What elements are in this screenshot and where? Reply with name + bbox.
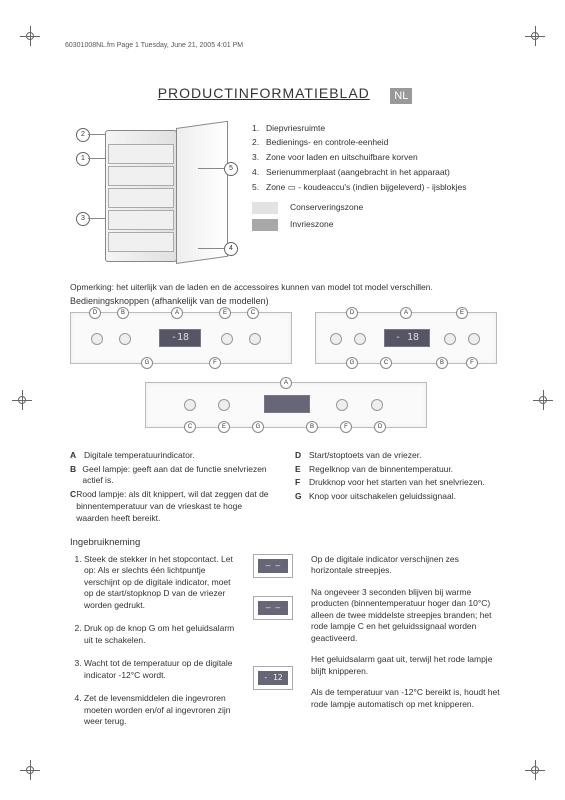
indicator-text-2: Na ongeveer 3 seconden blijven bij warme… [311,587,500,644]
usage-heading: Ingebruikneming [70,537,500,548]
legend-box-freeze [252,219,278,231]
panel-2: - 18 D A E G C B F [315,312,497,364]
parts-list: 1.Diepvriesruimte 2.Bedienings- en contr… [252,122,500,272]
legend-box-conserve [252,202,278,214]
indicator-text-1: Op de digitale indicator verschijnen zes… [311,554,500,577]
callout-2: 2 [76,128,90,142]
page-title: PRODUCTINFORMATIEBLAD [158,85,370,101]
header-meta: 60301008NL.fm Page 1 Tuesday, June 21, 2… [65,42,243,49]
panel-2-display: - 18 [384,329,430,347]
indicator-text-3: Het geluidsalarm gaat uit, terwijl het r… [311,654,500,677]
callout-3: 3 [76,212,90,226]
usage-section: Steek de stekker in het stopcontact. Let… [70,554,500,740]
indicator-box-3: - 12 [253,666,293,690]
title-row: PRODUCTINFORMATIEBLAD NL [70,85,500,104]
lang-badge: NL [390,88,412,104]
panel-3: A C E G B F D [145,382,427,428]
panel-1-display: -18 [159,329,201,347]
callout-4: 4 [224,242,238,256]
indicator-box-2: — — [253,596,293,620]
letter-legend: ADigitale temperatuurindicator. BGeel la… [70,450,500,527]
usage-step-4: Zet de levensmiddelen die ingevroren moe… [84,693,235,727]
panels-heading: Bedieningsknoppen (afhankelijk van de mo… [70,296,500,306]
callout-5: 5 [224,162,238,176]
note-text: Opmerking: het uiterlijk van de laden en… [70,282,500,292]
indicator-text-4: Als de temperatuur van -12°C bereikt is,… [311,687,500,710]
usage-step-3: Wacht tot de temperatuur op de digitale … [84,658,235,681]
panel-3-display [264,395,310,413]
callout-1: 1 [76,152,90,166]
panel-1: -18 D B A E C G F [70,312,292,364]
zone-legend: Conserveringszone Invrieszone [252,201,500,231]
usage-step-1: Steek de stekker in het stopcontact. Let… [84,554,235,611]
usage-step-2: Druk op de knop G om het geluidsalarm ui… [84,623,235,646]
product-diagram: 2 1 3 5 4 [70,122,240,272]
indicator-box-1: — — [253,554,293,578]
control-panels: -18 D B A E C G F - 18 D A [70,312,500,442]
